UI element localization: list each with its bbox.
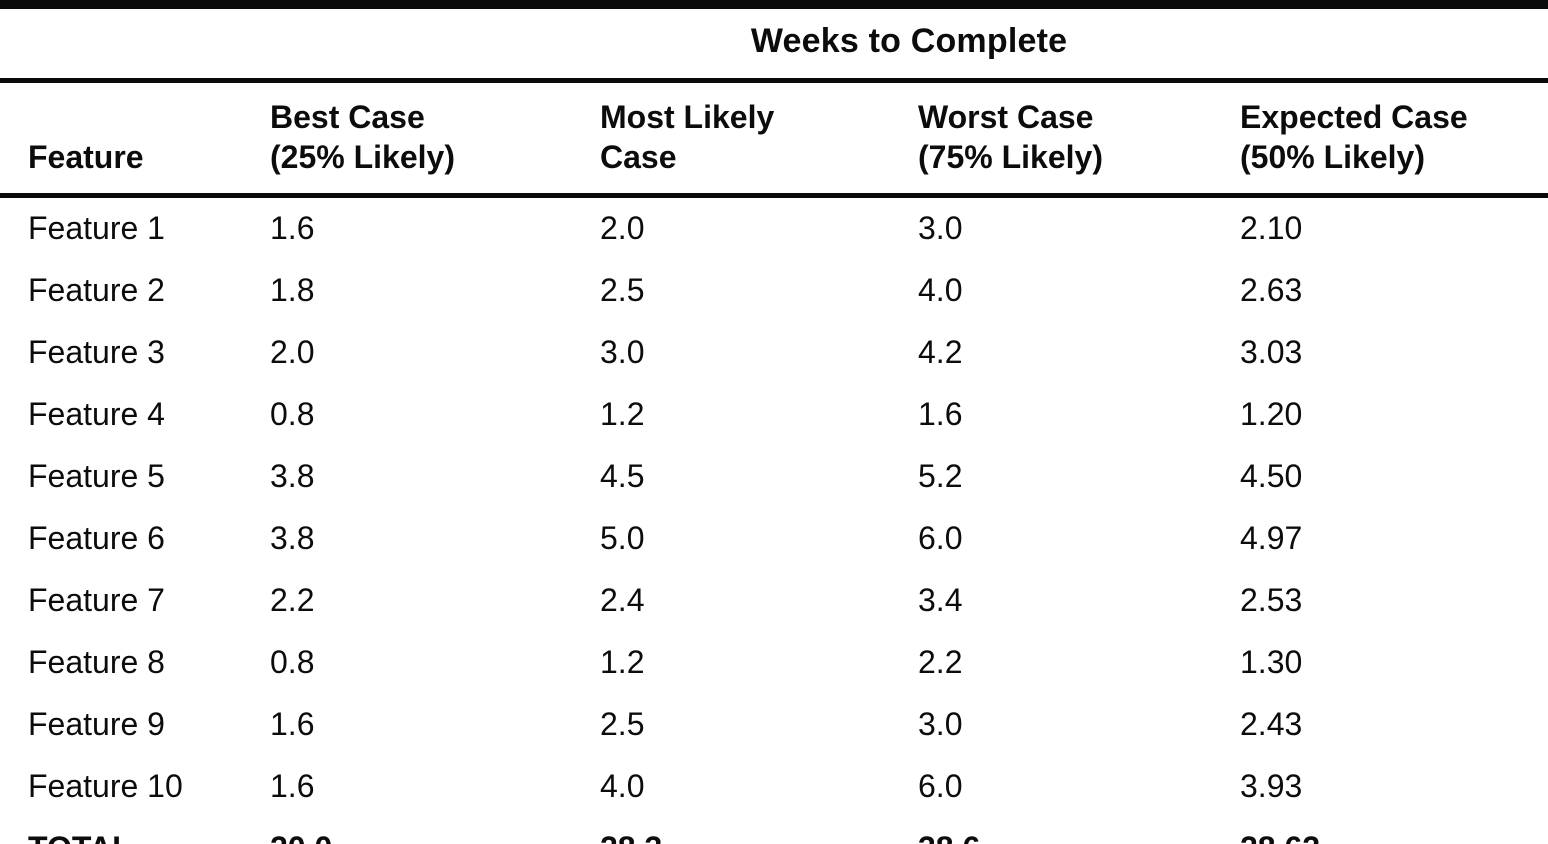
- value-cell: 2.5: [600, 272, 645, 308]
- value-cell: 5.2: [918, 458, 963, 494]
- value-cell: 4.0: [600, 768, 645, 804]
- value-cell: 3.03: [1240, 334, 1303, 370]
- value-cell: 1.30: [1240, 644, 1303, 680]
- value-cell: 1.2: [600, 644, 645, 680]
- value-cell: 1.6: [270, 210, 315, 246]
- col-header-best-case-line1: Best Case: [270, 99, 425, 135]
- col-header-worst-case: Worst Case (75% Likely): [918, 80, 1240, 198]
- row-label: Feature 8: [28, 644, 165, 680]
- value-cell: 3.8: [270, 458, 315, 494]
- row-label: Feature 4: [28, 396, 165, 432]
- value-cell: 1.6: [270, 706, 315, 742]
- col-header-worst-case-line1: Worst Case: [918, 99, 1094, 135]
- value-cell: 0.8: [270, 644, 315, 680]
- total-row: TOTAL 20.0 28.3 38.6 28.62: [0, 818, 1548, 844]
- row-label: Feature 9: [28, 706, 165, 742]
- total-value-cell: 38.6: [918, 818, 1240, 844]
- total-label: TOTAL: [0, 818, 270, 844]
- total-value-cell: 28.62: [1240, 818, 1548, 844]
- value-cell: 4.2: [918, 334, 963, 370]
- value-cell: 6.0: [918, 520, 963, 556]
- table-row: Feature 7 2.2 2.4 3.4 2.53: [0, 570, 1548, 632]
- col-header-best-case: Best Case (25% Likely): [270, 80, 600, 198]
- column-header-row: Feature Best Case (25% Likely) Most Like…: [0, 80, 1548, 198]
- value-cell: 1.6: [918, 396, 963, 432]
- col-header-worst-case-line2: (75% Likely): [918, 139, 1103, 175]
- value-cell: 3.4: [918, 582, 963, 618]
- table-row: Feature 5 3.8 4.5 5.2 4.50: [0, 446, 1548, 508]
- value-cell: 1.8: [270, 272, 315, 308]
- value-cell: 2.2: [918, 644, 963, 680]
- col-header-best-case-line2: (25% Likely): [270, 139, 455, 175]
- value-cell: 0.8: [270, 396, 315, 432]
- col-header-most-likely-line1: Most Likely: [600, 99, 775, 135]
- table-row: Feature 9 1.6 2.5 3.0 2.43: [0, 694, 1548, 756]
- value-cell: 2.0: [600, 210, 645, 246]
- col-header-expected-case-line2: (50% Likely): [1240, 139, 1425, 175]
- value-cell: 3.93: [1240, 768, 1303, 804]
- row-label: Feature 1: [28, 210, 165, 246]
- spanning-header-spacer: [0, 0, 270, 83]
- value-cell: 6.0: [918, 768, 963, 804]
- value-cell: 1.20: [1240, 396, 1303, 432]
- row-label: Feature 3: [28, 334, 165, 370]
- col-header-most-likely-line2: Case: [600, 139, 677, 175]
- table-row: Feature 10 1.6 4.0 6.0 3.93: [0, 756, 1548, 818]
- value-cell: 2.63: [1240, 272, 1303, 308]
- value-cell: 2.53: [1240, 582, 1303, 618]
- row-label: Feature 2: [28, 272, 165, 308]
- col-header-expected-case-line1: Expected Case: [1240, 99, 1468, 135]
- row-label: Feature 6: [28, 520, 165, 556]
- value-cell: 2.10: [1240, 210, 1303, 246]
- row-label: Feature 10: [28, 768, 183, 804]
- spanning-header-row: Weeks to Complete: [0, 0, 1548, 83]
- table-row: Feature 1 1.6 2.0 3.0 2.10: [0, 196, 1548, 261]
- table-row: Feature 2 1.8 2.5 4.0 2.63: [0, 260, 1548, 322]
- col-header-most-likely: Most Likely Case: [600, 80, 918, 198]
- value-cell: 3.0: [918, 706, 963, 742]
- total-value-cell: 20.0: [270, 818, 600, 844]
- value-cell: 1.2: [600, 396, 645, 432]
- table-row: Feature 3 2.0 3.0 4.2 3.03: [0, 322, 1548, 384]
- value-cell: 1.6: [270, 768, 315, 804]
- table-row: Feature 4 0.8 1.2 1.6 1.20: [0, 384, 1548, 446]
- value-cell: 4.0: [918, 272, 963, 308]
- value-cell: 3.0: [918, 210, 963, 246]
- value-cell: 4.97: [1240, 520, 1303, 556]
- value-cell: 4.50: [1240, 458, 1303, 494]
- value-cell: 2.4: [600, 582, 645, 618]
- value-cell: 2.2: [270, 582, 315, 618]
- row-label: Feature 7: [28, 582, 165, 618]
- table-title: Weeks to Complete: [270, 0, 1548, 83]
- table-row: Feature 6 3.8 5.0 6.0 4.97: [0, 508, 1548, 570]
- total-value-cell: 28.3: [600, 818, 918, 844]
- col-header-feature: Feature: [0, 80, 270, 198]
- value-cell: 5.0: [600, 520, 645, 556]
- value-cell: 2.43: [1240, 706, 1303, 742]
- value-cell: 2.5: [600, 706, 645, 742]
- value-cell: 3.0: [600, 334, 645, 370]
- value-cell: 3.8: [270, 520, 315, 556]
- col-header-expected-case: Expected Case (50% Likely): [1240, 80, 1548, 198]
- table-row: Feature 8 0.8 1.2 2.2 1.30: [0, 632, 1548, 694]
- row-label: Feature 5: [28, 458, 165, 494]
- value-cell: 4.5: [600, 458, 645, 494]
- value-cell: 2.0: [270, 334, 315, 370]
